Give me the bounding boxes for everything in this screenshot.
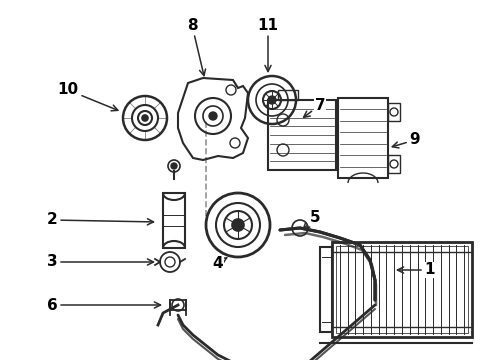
Text: 1: 1 bbox=[397, 262, 435, 278]
Bar bbox=[388, 103, 400, 121]
Circle shape bbox=[171, 163, 177, 169]
Bar bbox=[320, 247, 332, 332]
Text: 4: 4 bbox=[213, 256, 227, 270]
Text: 8: 8 bbox=[187, 18, 205, 76]
Circle shape bbox=[142, 115, 148, 121]
Text: 7: 7 bbox=[304, 98, 325, 117]
Text: 5: 5 bbox=[303, 211, 320, 229]
Bar bbox=[170, 300, 186, 310]
Circle shape bbox=[268, 96, 276, 104]
Text: 9: 9 bbox=[392, 132, 420, 148]
Text: 3: 3 bbox=[47, 255, 153, 270]
Text: 10: 10 bbox=[57, 82, 118, 111]
Bar bbox=[338, 98, 388, 178]
Bar bbox=[163, 193, 185, 248]
Bar bbox=[268, 100, 336, 170]
Text: 2: 2 bbox=[47, 212, 153, 228]
Circle shape bbox=[232, 219, 244, 231]
Bar bbox=[388, 155, 400, 173]
Text: 6: 6 bbox=[47, 297, 161, 312]
Bar bbox=[332, 242, 472, 337]
Text: 11: 11 bbox=[258, 18, 278, 72]
Bar bbox=[336, 246, 468, 333]
Circle shape bbox=[209, 112, 217, 120]
